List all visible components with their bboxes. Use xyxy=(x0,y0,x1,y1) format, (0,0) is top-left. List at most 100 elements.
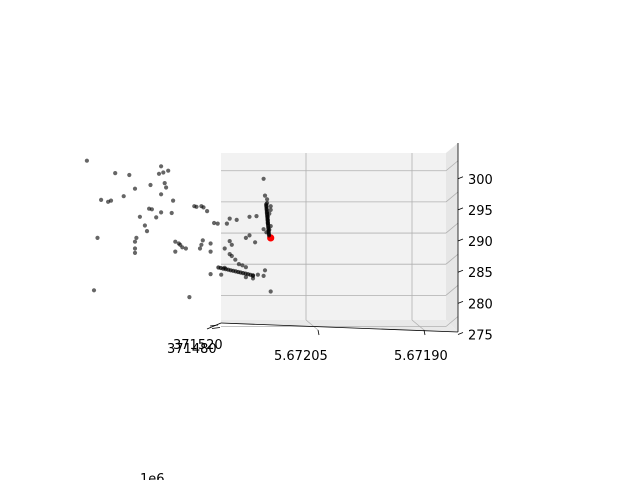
data-point-60 xyxy=(169,210,174,216)
data-point-83 xyxy=(121,194,126,199)
data-point-45 xyxy=(197,246,203,251)
cluster-point-b-14 xyxy=(216,265,221,270)
data-point-89 xyxy=(91,288,97,293)
data-point-30 xyxy=(236,262,241,267)
data-point-87 xyxy=(99,197,104,202)
x-tick-label-0: 371480 xyxy=(167,342,217,357)
side-pane xyxy=(446,143,458,332)
data-point-12 xyxy=(265,197,270,202)
data-point-44 xyxy=(199,242,204,247)
data-point-88 xyxy=(95,235,100,240)
data-point-38 xyxy=(212,220,217,226)
tick-marks xyxy=(209,176,464,336)
x-tick-1 xyxy=(211,327,221,329)
data-point-75 xyxy=(142,223,147,228)
data-point-23 xyxy=(261,227,266,232)
y-tick-label-0: 5.67205 xyxy=(274,349,328,364)
z-tick-label-0: 275 xyxy=(468,329,493,344)
z-tick-label-5: 300 xyxy=(468,173,493,188)
data-point-35 xyxy=(234,217,239,222)
cluster-point-a-20 xyxy=(264,202,269,207)
data-point-80 xyxy=(134,235,139,240)
data-point-34 xyxy=(222,246,227,251)
z-grid-side-2 xyxy=(445,253,459,265)
data-point-70 xyxy=(154,215,159,220)
z-grid-side-4 xyxy=(445,191,459,203)
z-grid-side-1 xyxy=(445,285,459,296)
data-point-61 xyxy=(171,198,176,203)
y-grid-floor-1 xyxy=(411,319,425,331)
data-point-14 xyxy=(268,204,273,209)
y-tick-1 xyxy=(423,329,426,336)
data-point-10 xyxy=(261,176,266,181)
data-point-54 xyxy=(183,246,188,251)
data-point-29 xyxy=(233,257,238,262)
data-point-32 xyxy=(243,265,248,270)
data-point-50 xyxy=(187,295,192,300)
data-point-58 xyxy=(173,239,178,244)
data-point-9 xyxy=(247,214,252,219)
data-point-11 xyxy=(262,193,268,198)
z-tick-labels: 275 280 285 290 295 300 xyxy=(468,173,493,344)
data-point-67 xyxy=(156,171,162,176)
data-point-90 xyxy=(84,158,89,163)
data-point-86 xyxy=(106,199,111,204)
data-point-65 xyxy=(161,170,166,175)
y-grid-floor-0 xyxy=(305,319,319,331)
z-tick-label-1: 280 xyxy=(468,297,493,312)
data-point-77 xyxy=(132,239,138,244)
data-point-74 xyxy=(144,229,150,234)
data-point-5 xyxy=(261,273,266,278)
z-tick-label-2: 285 xyxy=(468,266,493,281)
y-offset-label: 1e6 xyxy=(140,472,165,480)
x-tick-label-1: 371520 xyxy=(173,338,223,353)
z-tick-5 xyxy=(457,176,464,180)
floor-pane xyxy=(221,320,458,332)
data-point-15 xyxy=(268,207,273,212)
grid-lines xyxy=(221,153,459,331)
data-point-37 xyxy=(215,221,220,226)
data-point-62 xyxy=(166,168,171,173)
y-tick-0 xyxy=(317,329,320,336)
data-point-48 xyxy=(219,272,224,277)
data-point-82 xyxy=(127,172,132,178)
data-point-7 xyxy=(268,289,273,294)
z-tick-3 xyxy=(457,238,464,242)
data-point-73 xyxy=(147,206,152,211)
data-point-84 xyxy=(113,171,118,176)
data-point-51 xyxy=(208,249,213,254)
z-tick-1 xyxy=(457,300,464,304)
z-grid-side-0 xyxy=(445,316,459,327)
data-point-68 xyxy=(159,192,164,197)
data-point-39 xyxy=(208,241,213,246)
data-point-0 xyxy=(243,235,248,240)
back-pane xyxy=(221,153,446,320)
data-point-46 xyxy=(227,216,232,221)
data-point-49 xyxy=(208,272,213,277)
data-point-40 xyxy=(205,209,210,214)
data-point-27 xyxy=(229,242,234,247)
x-axis-line xyxy=(206,322,222,330)
axis-lines xyxy=(206,143,459,333)
data-point-3 xyxy=(250,276,256,281)
y-tick-label-1: 5.67190 xyxy=(394,349,448,364)
data-point-24 xyxy=(253,240,258,245)
z-tick-0 xyxy=(457,332,464,335)
z-grid-side-5 xyxy=(445,160,459,172)
data-point-72 xyxy=(148,182,153,188)
z-tick-label-4: 295 xyxy=(468,204,493,219)
data-point-81 xyxy=(132,186,138,191)
axis-panes xyxy=(221,143,458,332)
data-point-66 xyxy=(159,164,164,169)
data-point-6 xyxy=(262,268,268,273)
data-point-76 xyxy=(137,214,142,219)
data-point-79 xyxy=(132,250,138,255)
data-point-43 xyxy=(200,238,205,243)
z-grid-side-3 xyxy=(445,222,459,234)
data-points xyxy=(84,158,275,300)
z-tick-4 xyxy=(457,207,464,211)
data-point-57 xyxy=(176,241,181,246)
data-point-36 xyxy=(224,221,229,226)
data-point-42 xyxy=(199,204,204,209)
